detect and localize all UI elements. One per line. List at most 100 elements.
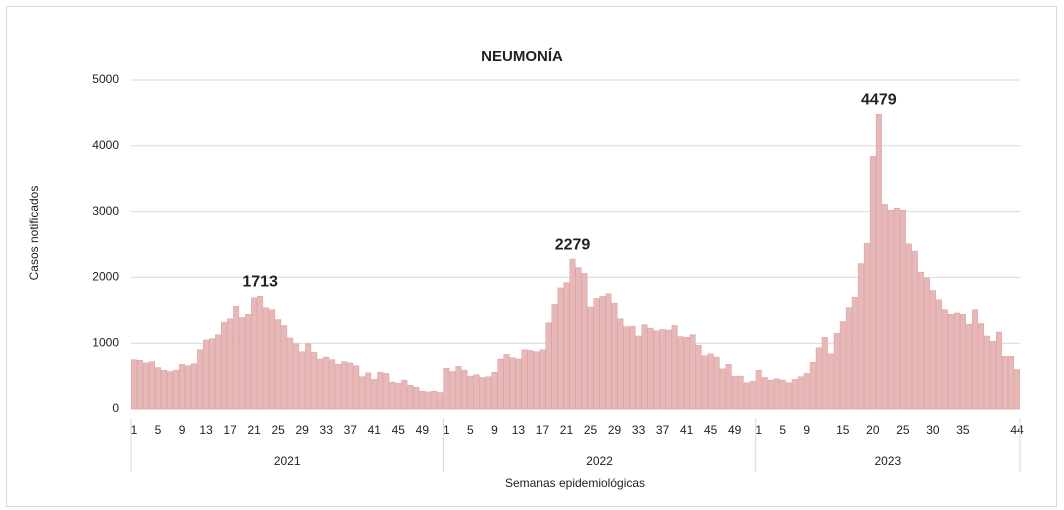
bar bbox=[761, 377, 768, 410]
bar bbox=[821, 337, 828, 410]
bar bbox=[425, 391, 432, 410]
y-tick-label: 0 bbox=[112, 401, 119, 415]
x-tick-label: 29 bbox=[296, 423, 310, 437]
bar bbox=[365, 372, 372, 410]
bar bbox=[545, 322, 552, 410]
bar bbox=[629, 325, 636, 410]
x-tick-label: 13 bbox=[199, 423, 213, 437]
bar bbox=[341, 361, 348, 410]
bar bbox=[191, 363, 198, 410]
bar bbox=[941, 309, 948, 410]
bar bbox=[731, 375, 738, 410]
bar bbox=[509, 357, 516, 410]
bar bbox=[293, 343, 300, 410]
bar bbox=[947, 314, 954, 410]
bar bbox=[641, 324, 648, 410]
bar bbox=[401, 379, 408, 410]
bar bbox=[449, 371, 456, 410]
bar bbox=[677, 336, 684, 410]
bar bbox=[443, 368, 450, 410]
bar bbox=[671, 325, 678, 410]
bar bbox=[329, 359, 336, 410]
group-label: 2022 bbox=[586, 454, 613, 468]
bar bbox=[227, 318, 234, 410]
bar bbox=[587, 306, 594, 410]
bar bbox=[497, 358, 504, 410]
bar bbox=[335, 364, 342, 410]
x-tick-label: 33 bbox=[632, 423, 646, 437]
bar bbox=[455, 366, 462, 410]
bar bbox=[155, 367, 161, 410]
data-label: 4479 bbox=[861, 92, 897, 109]
bar bbox=[683, 337, 690, 410]
bar bbox=[575, 267, 582, 410]
bar bbox=[431, 391, 438, 410]
bar bbox=[173, 369, 180, 410]
x-tick-label: 41 bbox=[680, 423, 694, 437]
x-tick-label: 17 bbox=[223, 423, 237, 437]
bar bbox=[503, 354, 510, 410]
bar bbox=[167, 371, 174, 410]
bar bbox=[767, 379, 774, 410]
y-axis-label: Casos notificados bbox=[27, 186, 41, 281]
bar bbox=[635, 335, 642, 410]
bar bbox=[311, 352, 318, 410]
x-tick-label: 33 bbox=[320, 423, 334, 437]
bar bbox=[935, 299, 942, 410]
y-tick-label: 2000 bbox=[92, 270, 119, 284]
x-tick-label: 21 bbox=[247, 423, 261, 437]
bar bbox=[653, 330, 660, 410]
bar bbox=[419, 391, 426, 410]
x-tick-label: 45 bbox=[392, 423, 406, 437]
bar bbox=[551, 304, 558, 410]
x-tick-label: 17 bbox=[536, 423, 550, 437]
bar bbox=[953, 312, 960, 410]
bar bbox=[971, 309, 978, 410]
x-tick-label: 13 bbox=[512, 423, 526, 437]
bar bbox=[599, 296, 606, 410]
x-tick-label: 20 bbox=[866, 423, 880, 437]
bar bbox=[437, 392, 444, 410]
bar bbox=[395, 383, 402, 410]
bar bbox=[1014, 369, 1020, 410]
bar bbox=[347, 362, 354, 410]
bar bbox=[281, 325, 288, 410]
bar bbox=[491, 371, 498, 410]
bar bbox=[857, 263, 864, 410]
chart-title: NEUMONÍA bbox=[481, 48, 563, 65]
bar bbox=[527, 350, 534, 410]
bar bbox=[773, 378, 780, 410]
x-tick-label: 15 bbox=[836, 423, 850, 437]
bar bbox=[215, 334, 222, 410]
bar bbox=[647, 327, 654, 410]
bar bbox=[521, 349, 528, 410]
bar bbox=[755, 369, 762, 410]
bar bbox=[149, 361, 155, 410]
bar bbox=[299, 351, 306, 410]
bar bbox=[485, 376, 492, 410]
x-tick-label: 9 bbox=[491, 423, 498, 437]
y-tick-label: 1000 bbox=[92, 335, 119, 349]
group-label: 2023 bbox=[874, 454, 901, 468]
bar bbox=[990, 341, 996, 410]
bar bbox=[413, 387, 420, 410]
bar bbox=[197, 349, 204, 410]
bar bbox=[797, 376, 804, 410]
bar bbox=[659, 329, 666, 410]
bar bbox=[533, 351, 540, 410]
bar bbox=[287, 337, 294, 410]
bar bbox=[665, 329, 672, 410]
bar bbox=[131, 359, 137, 410]
bar bbox=[996, 331, 1002, 410]
bar bbox=[791, 379, 798, 410]
x-tick-label: 29 bbox=[608, 423, 622, 437]
bar bbox=[239, 317, 246, 410]
bar bbox=[137, 360, 143, 410]
bar bbox=[833, 333, 840, 410]
bar bbox=[695, 344, 702, 410]
x-tick-label: 1 bbox=[755, 423, 762, 437]
x-tick-label: 30 bbox=[926, 423, 940, 437]
bar bbox=[323, 356, 330, 410]
bar bbox=[185, 365, 192, 410]
